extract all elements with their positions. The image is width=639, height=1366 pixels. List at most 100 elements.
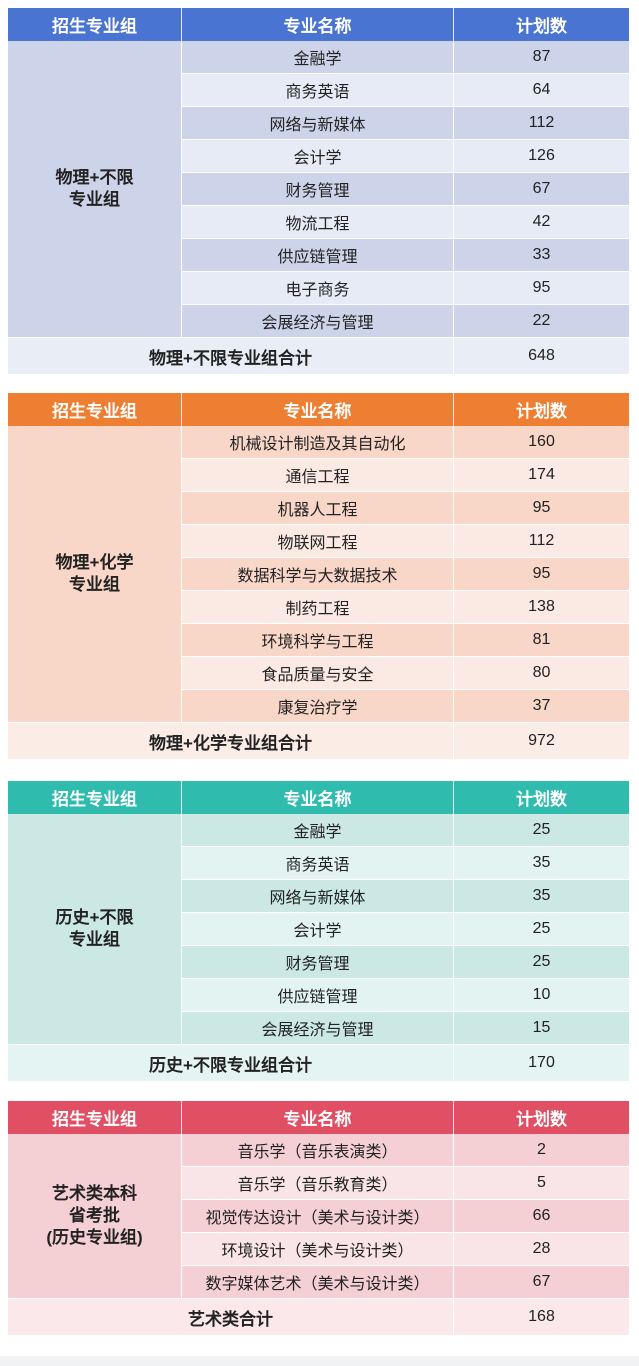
header-row: 招生专业组 专业名称 计划数 (8, 393, 629, 426)
plan-count: 112 (454, 525, 629, 558)
total-value: 648 (454, 338, 629, 374)
header-row: 招生专业组 专业名称 计划数 (8, 1101, 629, 1134)
count-col-header: 计划数 (454, 393, 629, 426)
plan-count: 5 (454, 1167, 629, 1200)
plan-count: 112 (454, 107, 629, 140)
plan-count: 174 (454, 459, 629, 492)
plan-count: 25 (454, 946, 629, 979)
table-row: 数据科学与大数据技术 95 (8, 558, 629, 591)
plan-count: 25 (454, 913, 629, 946)
table-row: 制药工程 138 (8, 591, 629, 624)
group-col-header: 招生专业组 (8, 8, 182, 41)
plan-count: 66 (454, 1200, 629, 1233)
group-name: 物理+不限 专业组 (8, 41, 182, 338)
major-name: 会计学 (182, 140, 454, 173)
major-name: 网络与新媒体 (182, 880, 454, 913)
table-row: 会展经济与管理 22 (8, 305, 629, 338)
group-col-header: 招生专业组 (8, 393, 182, 426)
header-row: 招生专业组 专业名称 计划数 (8, 8, 629, 41)
table-row: 供应链管理 33 (8, 239, 629, 272)
major-name: 环境科学与工程 (182, 624, 454, 657)
plan-count: 95 (454, 558, 629, 591)
major-col-header: 专业名称 (182, 8, 454, 41)
major-name: 机器人工程 (182, 492, 454, 525)
major-name: 商务英语 (182, 847, 454, 880)
plan-count: 33 (454, 239, 629, 272)
plan-count: 15 (454, 1012, 629, 1045)
major-name: 环境设计（美术与设计类） (182, 1233, 454, 1266)
group-name: 物理+化学 专业组 (8, 426, 182, 723)
plan-count: 35 (454, 880, 629, 913)
table-row: 供应链管理 10 (8, 979, 629, 1012)
plan-count: 138 (454, 591, 629, 624)
table-row: 物联网工程 112 (8, 525, 629, 558)
plan-count: 10 (454, 979, 629, 1012)
major-name: 数字媒体艺术（美术与设计类） (182, 1266, 454, 1299)
table-row: 食品质量与安全 80 (8, 657, 629, 690)
major-col-header: 专业名称 (182, 393, 454, 426)
table-row: 历史+不限 专业组 金融学 25 (8, 814, 629, 1045)
major-name: 物流工程 (182, 206, 454, 239)
plan-count: 67 (454, 1266, 629, 1299)
plan-count: 22 (454, 305, 629, 338)
major-name: 财务管理 (182, 173, 454, 206)
count-col-header: 计划数 (454, 781, 629, 814)
table-row: 艺术类本科 省考批 (历史专业组) 音乐学（音乐表演类） 2 (8, 1134, 629, 1299)
plan-count: 37 (454, 690, 629, 723)
table-row: 视觉传达设计（美术与设计类） 66 (8, 1200, 629, 1233)
table-row: 物理+不限 专业组 金融学 87 (8, 41, 629, 338)
total-row: 物理+化学专业组合计 972 (8, 723, 629, 759)
major-name: 制药工程 (182, 591, 454, 624)
major-name: 财务管理 (182, 946, 454, 979)
major-name: 食品质量与安全 (182, 657, 454, 690)
major-name: 会计学 (182, 913, 454, 946)
plan-count: 28 (454, 1233, 629, 1266)
plan-count: 95 (454, 492, 629, 525)
count-col-header: 计划数 (454, 1101, 629, 1134)
table-row: 环境科学与工程 81 (8, 624, 629, 657)
group-col-header: 招生专业组 (8, 1101, 182, 1134)
total-label: 物理+不限专业组合计 (8, 338, 454, 374)
total-row: 物理+不限专业组合计 648 (8, 338, 629, 374)
major-col-header: 专业名称 (182, 781, 454, 814)
plan-count: 81 (454, 624, 629, 657)
major-col-header: 专业名称 (182, 1101, 454, 1134)
plan-count: 67 (454, 173, 629, 206)
plan-count: 95 (454, 272, 629, 305)
table-row: 商务英语 64 (8, 74, 629, 107)
table-row: 会展经济与管理 15 (8, 1012, 629, 1045)
total-value: 170 (454, 1045, 629, 1081)
table-row: 环境设计（美术与设计类） 28 (8, 1233, 629, 1266)
plan-count: 87 (454, 41, 629, 74)
table-row: 数字媒体艺术（美术与设计类） 67 (8, 1266, 629, 1299)
group-table: 招生专业组 专业名称 计划数 物理+不限 专业组 金融学 87 商务英语 64 网络与新媒体 11… (8, 8, 629, 374)
count-col-header: 计划数 (454, 8, 629, 41)
group-table: 招生专业组 专业名称 计划数 历史+不限 专业组 金融学 25 商务英语 35 网络与新媒体 35… (8, 781, 629, 1081)
major-name: 供应链管理 (182, 239, 454, 272)
table-row: 康复治疗学 37 (8, 690, 629, 723)
major-name: 视觉传达设计（美术与设计类） (182, 1200, 454, 1233)
major-name: 供应链管理 (182, 979, 454, 1012)
table-row: 音乐学（音乐教育类） 5 (8, 1167, 629, 1200)
table-row: 财务管理 25 (8, 946, 629, 979)
group-col-header: 招生专业组 (8, 781, 182, 814)
group-table: 招生专业组 专业名称 计划数 物理+化学 专业组 机械设计制造及其自动化 160 通信工程 1… (8, 393, 629, 759)
major-name: 通信工程 (182, 459, 454, 492)
table-row: 通信工程 174 (8, 459, 629, 492)
total-label: 物理+化学专业组合计 (8, 723, 454, 759)
major-name: 会展经济与管理 (182, 305, 454, 338)
major-name: 金融学 (182, 814, 454, 847)
table-row: 电子商务 95 (8, 272, 629, 305)
total-label: 艺术类合计 (8, 1299, 454, 1335)
plan-count: 126 (454, 140, 629, 173)
plan-count: 160 (454, 426, 629, 459)
major-name: 机械设计制造及其自动化 (182, 426, 454, 459)
table-row: 物理+化学 专业组 机械设计制造及其自动化 160 (8, 426, 629, 723)
total-value: 972 (454, 723, 629, 759)
group-table: 招生专业组 专业名称 计划数 艺术类本科 省考批 (历史专业组) 音乐学（音乐表演类） 2… (8, 1101, 629, 1335)
group-name: 历史+不限 专业组 (8, 814, 182, 1045)
major-name: 金融学 (182, 41, 454, 74)
major-name: 商务英语 (182, 74, 454, 107)
plan-count: 35 (454, 847, 629, 880)
